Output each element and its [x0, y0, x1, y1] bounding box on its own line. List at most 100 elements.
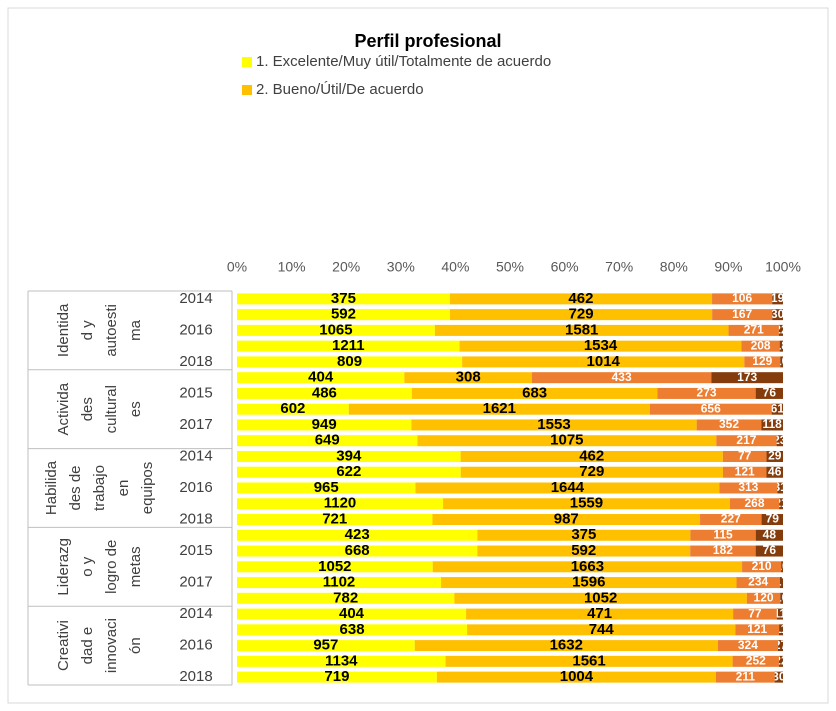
bar-segment — [237, 671, 437, 683]
group-label-line: d y — [79, 320, 96, 341]
data-label: 11 — [775, 622, 788, 636]
data-label: 29 — [768, 449, 782, 463]
data-label: 1663 — [571, 558, 604, 575]
data-label: 1621 — [483, 400, 516, 417]
bar-segment — [454, 592, 747, 604]
data-label: 167 — [732, 307, 752, 321]
bar-segment — [755, 387, 783, 399]
data-label: 210 — [752, 559, 772, 573]
bar-segment — [716, 671, 775, 683]
y-tick-label: 2014 — [179, 447, 212, 464]
data-label: 27 — [774, 638, 788, 652]
data-label: 1052 — [318, 558, 351, 575]
bar-segment — [237, 498, 444, 510]
y-tick-label: 2016 — [179, 321, 212, 338]
bar-segment — [746, 592, 781, 604]
bar-segment — [237, 608, 467, 620]
bar-segment — [237, 403, 349, 415]
y-tick-label: 2017 — [179, 574, 212, 591]
bar-segment — [742, 561, 782, 573]
bar-segment — [477, 529, 691, 541]
bar-segment — [772, 309, 783, 321]
data-label: 602 — [280, 400, 305, 417]
bar-segment — [690, 529, 756, 541]
data-label: 121 — [747, 622, 767, 636]
bar-segment — [449, 309, 713, 321]
group-label: Identida d y autoesti ma — [55, 303, 144, 357]
data-label: 622 — [336, 463, 361, 480]
x-tick-label: 30% — [387, 259, 415, 275]
data-label: 22 — [774, 323, 788, 337]
bar-segment — [237, 561, 433, 573]
data-label: 638 — [340, 621, 365, 638]
group-label-line: cultural — [103, 385, 120, 433]
data-label: 1065 — [319, 321, 352, 338]
data-label: 273 — [697, 386, 717, 400]
group-label-line: Activida — [55, 382, 72, 435]
data-label: 404 — [308, 369, 334, 386]
data-label: 592 — [331, 306, 356, 323]
data-label: 324 — [738, 638, 758, 652]
data-label: 271 — [744, 323, 764, 337]
data-label: 46 — [768, 464, 782, 478]
y-tick-label: 2018 — [179, 510, 212, 527]
data-label: 471 — [587, 605, 612, 622]
bar-segment — [732, 655, 779, 667]
bar-segment — [700, 514, 762, 526]
bar-segment — [716, 435, 777, 447]
x-tick-label: 50% — [496, 259, 524, 275]
bar-segment — [771, 403, 783, 415]
x-tick-label: 0% — [227, 259, 247, 275]
y-tick-label: 2015 — [179, 542, 212, 559]
bar-segment — [432, 514, 701, 526]
data-label: 121 — [735, 464, 755, 478]
data-label: 23 — [773, 433, 787, 447]
data-label: 744 — [589, 621, 615, 638]
bar-segment — [237, 624, 468, 636]
x-tick-label: 20% — [332, 259, 360, 275]
data-label: 118 — [762, 417, 782, 431]
data-label: 30 — [771, 307, 785, 321]
data-label: 782 — [333, 589, 358, 606]
data-label: 211 — [736, 669, 756, 683]
group-label-line: autoesti — [103, 304, 120, 357]
bar-segment — [772, 293, 783, 305]
data-label: 21 — [774, 496, 788, 510]
bar-segment — [778, 324, 783, 336]
data-label: 649 — [315, 432, 340, 449]
data-label: 1644 — [551, 479, 585, 496]
data-label: 592 — [571, 542, 596, 559]
bar-segment — [766, 466, 783, 478]
data-label: 22 — [774, 654, 788, 668]
data-label: 1120 — [324, 495, 357, 512]
bar-segment — [657, 387, 756, 399]
bar-segment — [774, 671, 783, 683]
y-tick-label: 2017 — [179, 416, 212, 433]
x-tick-label: 100% — [765, 259, 801, 275]
data-label: 656 — [701, 401, 721, 415]
data-label: 1553 — [537, 416, 570, 433]
bar-segment — [733, 608, 777, 620]
group-label-line: o y — [79, 556, 96, 577]
data-label: 1596 — [572, 574, 605, 591]
data-label: 1632 — [550, 637, 583, 654]
bar-segment — [776, 608, 783, 620]
group-label: Liderazg o y logro de metas — [55, 538, 144, 596]
data-label: 19 — [771, 291, 785, 305]
bar-segment — [237, 655, 446, 667]
bar-segment — [722, 466, 767, 478]
group-label-line: Creativi — [55, 620, 72, 671]
x-tick-label: 80% — [660, 259, 688, 275]
data-label: 1581 — [565, 321, 598, 338]
bar-segment — [237, 545, 478, 557]
data-label: 48 — [763, 527, 777, 541]
data-label: 79 — [766, 512, 780, 526]
data-label: 462 — [568, 290, 593, 307]
data-label: 987 — [554, 510, 579, 527]
bar-segment — [717, 640, 778, 652]
group-label-line: Habilida — [43, 460, 60, 515]
data-label: 1014 — [587, 353, 621, 370]
bar-segment — [780, 592, 783, 604]
data-label: 10 — [775, 354, 789, 368]
